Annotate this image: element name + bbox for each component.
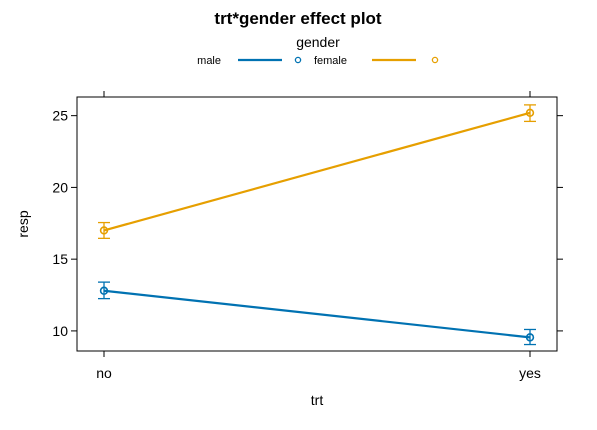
series-female bbox=[98, 104, 536, 240]
y-tick-label: 10 bbox=[52, 323, 68, 339]
legend-marker-female bbox=[431, 56, 439, 64]
y-tick-label: 20 bbox=[52, 179, 68, 195]
legend-label-female: female bbox=[314, 55, 347, 67]
y-axis-label: resp bbox=[15, 210, 31, 237]
axes: 10 15 20 25 no yes bbox=[52, 91, 563, 381]
x-tick-label: no bbox=[96, 365, 112, 381]
legend: gender male female bbox=[197, 34, 439, 67]
data-point bbox=[99, 226, 109, 235]
series-line-male bbox=[103, 289, 531, 339]
x-tick-label: yes bbox=[519, 365, 541, 381]
series-male bbox=[98, 281, 536, 346]
series-layer bbox=[98, 104, 536, 346]
x-axis-label: trt bbox=[311, 392, 324, 408]
legend-marker-male bbox=[294, 56, 302, 64]
y-tick-label: 25 bbox=[52, 108, 68, 124]
y-tick-label: 15 bbox=[52, 251, 68, 267]
series-line-female bbox=[103, 111, 531, 232]
data-point bbox=[99, 286, 109, 295]
chart-title: trt*gender effect plot bbox=[214, 9, 382, 28]
legend-title: gender bbox=[296, 34, 340, 50]
data-point bbox=[525, 333, 535, 342]
plot-frame bbox=[76, 96, 558, 352]
data-point bbox=[525, 108, 535, 117]
legend-label-male: male bbox=[197, 55, 221, 67]
